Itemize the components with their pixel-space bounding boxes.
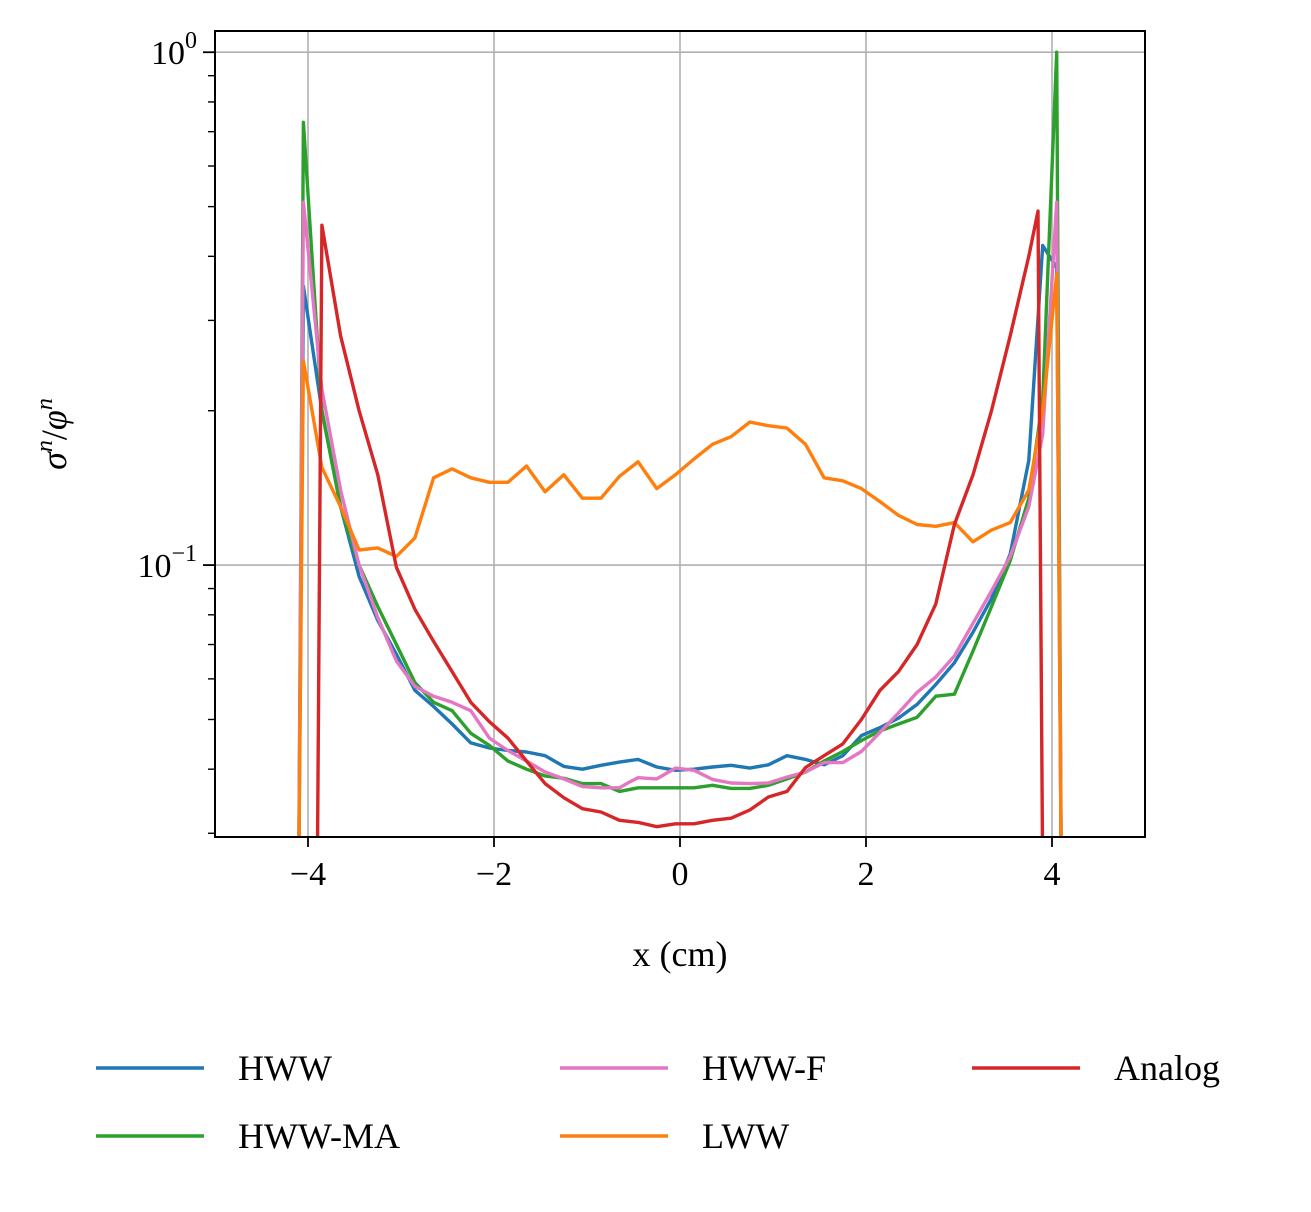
y-axis-label-sup-n: n bbox=[32, 440, 58, 452]
y-axis-label-sup-n-2: n bbox=[32, 398, 58, 410]
grid-lines bbox=[215, 31, 1145, 837]
legend-item-hww: HWW bbox=[96, 1048, 332, 1088]
x-tick-label: 2 bbox=[858, 856, 875, 893]
series-line-hww-ma bbox=[297, 50, 1063, 837]
legend-label: LWW bbox=[702, 1116, 789, 1156]
x-axis-ticks: −4 −2 0 2 4 bbox=[290, 837, 1061, 893]
y-axis-label-slash: / bbox=[34, 430, 74, 440]
y-axis-label-sigma: σ bbox=[34, 451, 74, 470]
legend-item-analog: Analog bbox=[972, 1048, 1220, 1088]
legend-label: Analog bbox=[1114, 1048, 1220, 1088]
series-line-lww bbox=[297, 272, 1063, 837]
legend-item-hww-ma: HWW-MA bbox=[96, 1116, 400, 1156]
x-tick-label: −2 bbox=[476, 856, 512, 893]
x-tick-label: 0 bbox=[672, 856, 689, 893]
series-line-hww-f bbox=[297, 200, 1063, 837]
x-tick-label: −4 bbox=[290, 856, 326, 893]
x-axis-label: x (cm) bbox=[633, 934, 728, 974]
series-lines bbox=[297, 50, 1063, 837]
minor-ticks bbox=[208, 74, 215, 834]
y-axis-label: σn/φn bbox=[32, 398, 74, 470]
x-tick-label: 4 bbox=[1044, 856, 1061, 893]
y-tick-label: 100 bbox=[151, 28, 197, 72]
legend-item-lww: LWW bbox=[560, 1116, 789, 1156]
y-axis-ticks: 10−1 100 bbox=[137, 28, 215, 585]
series-line-analog bbox=[315, 209, 1045, 837]
legend: HWW HWW-MA HWW-F LWW Analog bbox=[96, 1048, 1220, 1156]
legend-label: HWW-MA bbox=[238, 1116, 400, 1156]
legend-item-hww-f: HWW-F bbox=[560, 1048, 826, 1088]
y-tick-label: 10−1 bbox=[137, 541, 197, 585]
y-axis-label-phi: φ bbox=[34, 410, 74, 430]
legend-label: HWW-F bbox=[702, 1048, 826, 1088]
legend-label: HWW bbox=[238, 1048, 332, 1088]
